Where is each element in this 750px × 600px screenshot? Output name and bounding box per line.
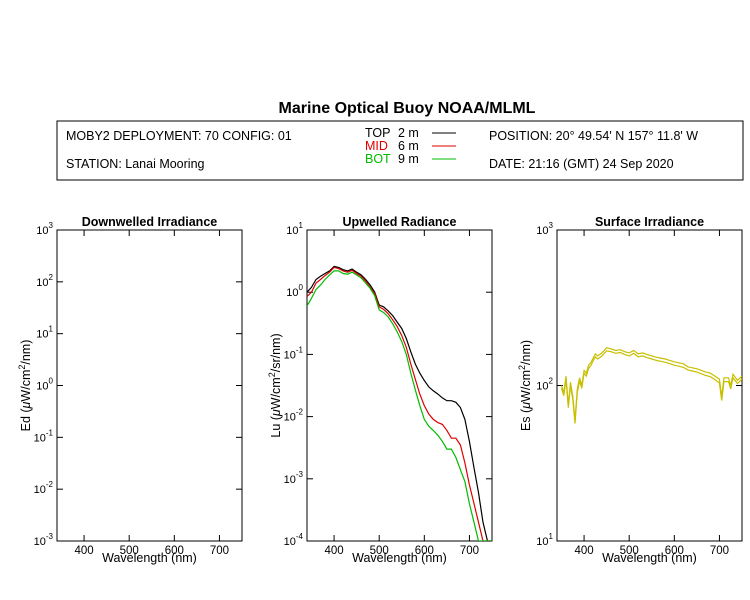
x-axis-label: Wavelength (nm) bbox=[102, 551, 197, 565]
panel-title: Downwelled Irradiance bbox=[82, 215, 218, 229]
y-tick-label: 10-2 bbox=[284, 408, 304, 424]
x-tick-label: 400 bbox=[574, 545, 593, 557]
x-tick-label: 700 bbox=[710, 545, 729, 557]
y-tick-label: 102 bbox=[36, 273, 53, 289]
legend-depth-mid: 6 m bbox=[398, 139, 419, 153]
station-text: STATION: Lanai Mooring bbox=[66, 157, 205, 171]
plot-frame bbox=[56, 229, 243, 542]
series-line-top bbox=[307, 265, 492, 541]
y-tick-label: 101 bbox=[536, 532, 553, 548]
legend-label-mid: MID bbox=[365, 139, 388, 153]
panel-3: Surface Irradiance 400 500 600 700 101 102 103 W… bbox=[517, 215, 743, 565]
header-box bbox=[56, 120, 744, 181]
x-axis-label: Wavelength (nm) bbox=[352, 551, 447, 565]
y-axis-label: Ed (μW/cm2/nm) bbox=[17, 340, 33, 432]
y-axis-label: Lu (μW/cm2/sr/nm) bbox=[267, 333, 283, 437]
series-line-es-1 bbox=[560, 347, 742, 421]
figure-title: Marine Optical Buoy NOAA/MLML bbox=[279, 100, 536, 117]
legend-label-bot: BOT bbox=[365, 152, 391, 166]
series-line-mid bbox=[307, 266, 492, 541]
x-tick-label: 500 bbox=[620, 545, 639, 557]
panel-2: Upwelled Radiance 400 500 600 700 10-4 10-3 10-… bbox=[267, 215, 493, 565]
y-tick-label: 10-3 bbox=[34, 532, 54, 548]
x-tick-label: 600 bbox=[165, 545, 184, 557]
x-tick-label: 600 bbox=[415, 545, 434, 557]
y-tick-label: 102 bbox=[536, 377, 553, 393]
x-tick-label: 500 bbox=[370, 545, 389, 557]
x-tick-label: 700 bbox=[210, 545, 229, 557]
y-tick-label: 101 bbox=[286, 221, 303, 237]
plot-frame bbox=[306, 229, 493, 542]
y-tick-label: 10-1 bbox=[284, 345, 304, 361]
x-axis-label: Wavelength (nm) bbox=[602, 551, 697, 565]
legend-depth-top: 2 m bbox=[398, 126, 419, 140]
panel-title: Surface Irradiance bbox=[595, 215, 704, 229]
position-text: POSITION: 20° 49.54' N 157° 11.8' W bbox=[489, 129, 698, 143]
x-tick-label: 600 bbox=[665, 545, 684, 557]
series-line-es-2 bbox=[560, 350, 742, 424]
y-tick-label: 100 bbox=[286, 283, 303, 299]
panel-title: Upwelled Radiance bbox=[343, 215, 457, 229]
x-tick-label: 400 bbox=[74, 545, 93, 557]
y-axis-label: Es (μW/cm2/nm) bbox=[517, 340, 533, 431]
plot-frame bbox=[556, 229, 743, 542]
y-tick-label: 10-2 bbox=[34, 480, 54, 496]
x-tick-label: 500 bbox=[120, 545, 139, 557]
panel-1: Downwelled Irradiance 400 500 600 700 10-3 10-… bbox=[17, 215, 243, 565]
y-tick-label: 10-1 bbox=[34, 428, 54, 444]
y-tick-label: 10-4 bbox=[284, 532, 304, 548]
date-text: DATE: 21:16 (GMT) 24 Sep 2020 bbox=[489, 157, 674, 171]
y-tick-label: 103 bbox=[36, 221, 53, 237]
series-line-bot bbox=[307, 270, 492, 541]
y-tick-label: 101 bbox=[36, 325, 53, 341]
plots: Downwelled Irradiance 400 500 600 700 10-3 10-… bbox=[17, 215, 743, 565]
legend-label-top: TOP bbox=[365, 126, 390, 140]
y-tick-label: 100 bbox=[36, 377, 53, 393]
x-tick-label: 700 bbox=[460, 545, 479, 557]
deployment-text: MOBY2 DEPLOYMENT: 70 CONFIG: 01 bbox=[66, 129, 292, 143]
legend-depth-bot: 9 m bbox=[398, 152, 419, 166]
x-tick-label: 400 bbox=[324, 545, 343, 557]
y-tick-label: 103 bbox=[536, 221, 553, 237]
depth-legend: TOP 2 m MID 6 m BOT 9 m bbox=[365, 126, 456, 166]
y-tick-label: 10-3 bbox=[284, 470, 304, 486]
